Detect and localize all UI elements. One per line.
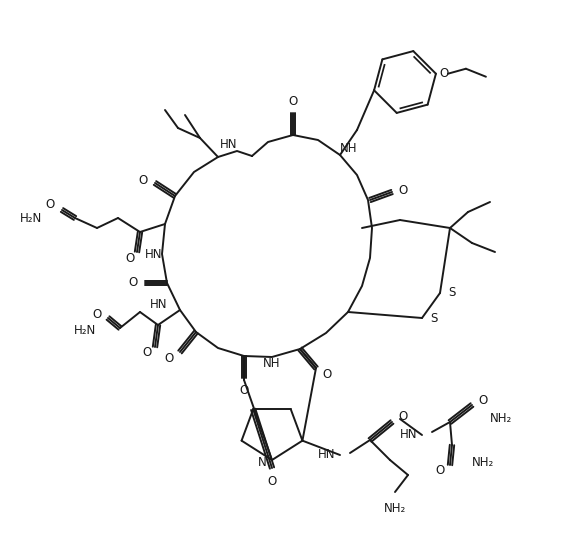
Text: HN: HN bbox=[150, 299, 167, 311]
Text: H₂N: H₂N bbox=[20, 212, 42, 224]
Text: HN: HN bbox=[145, 247, 162, 261]
Text: O: O bbox=[478, 393, 487, 407]
Text: O: O bbox=[46, 198, 55, 212]
Text: O: O bbox=[129, 277, 138, 289]
Text: HN: HN bbox=[400, 429, 417, 441]
Text: NH: NH bbox=[263, 357, 281, 370]
Text: S: S bbox=[448, 287, 456, 300]
Text: NH: NH bbox=[340, 142, 358, 155]
Text: NH₂: NH₂ bbox=[490, 412, 512, 424]
Text: O: O bbox=[398, 410, 407, 424]
Text: NH₂: NH₂ bbox=[472, 456, 494, 469]
Text: O: O bbox=[267, 475, 276, 488]
Text: O: O bbox=[143, 347, 152, 359]
Text: NH₂: NH₂ bbox=[384, 502, 406, 515]
Text: O: O bbox=[126, 251, 135, 264]
Text: O: O bbox=[322, 368, 331, 381]
Text: O: O bbox=[240, 384, 249, 397]
Text: O: O bbox=[289, 95, 298, 108]
Text: O: O bbox=[398, 183, 407, 197]
Text: HN: HN bbox=[219, 138, 237, 151]
Text: N: N bbox=[258, 456, 267, 469]
Text: O: O bbox=[436, 463, 445, 477]
Text: HN: HN bbox=[317, 449, 335, 462]
Text: O: O bbox=[93, 307, 102, 321]
Text: O: O bbox=[439, 67, 448, 80]
Text: H₂N: H₂N bbox=[74, 323, 96, 337]
Text: O: O bbox=[139, 174, 148, 186]
Text: S: S bbox=[430, 311, 437, 325]
Text: O: O bbox=[165, 352, 174, 365]
